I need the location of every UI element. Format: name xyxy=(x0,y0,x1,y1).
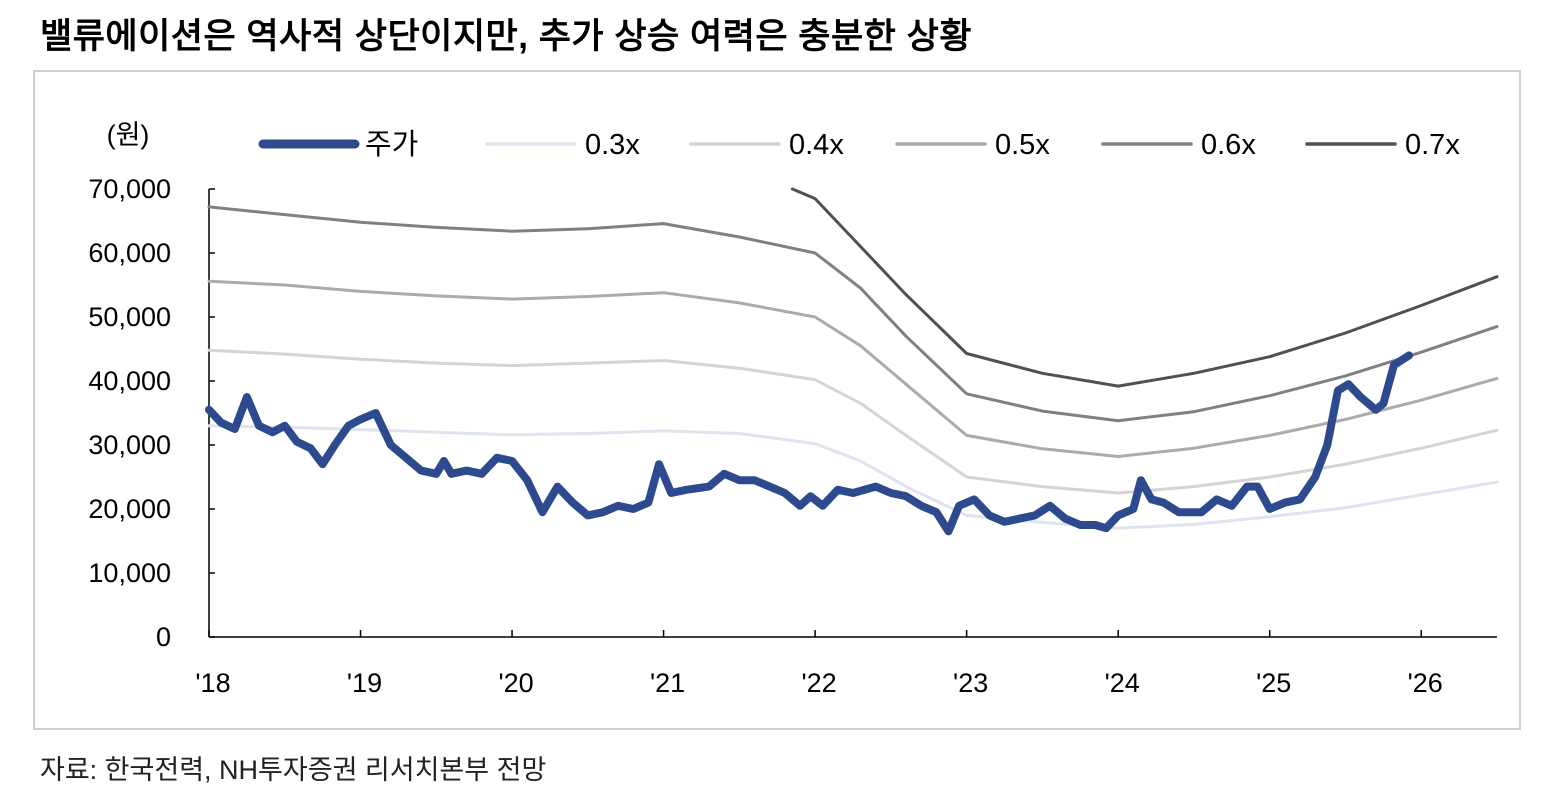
x-tick-label: '22 xyxy=(802,668,837,698)
y-tick-label: 10,000 xyxy=(88,558,171,588)
chart-legend: 주가 0.3x 0.4x 0.5x 0.6x 0.7x xyxy=(258,129,1460,161)
y-tick-label: 0 xyxy=(156,622,171,652)
y-tick-label: 50,000 xyxy=(88,302,171,332)
legend-label: 0.4x xyxy=(789,129,844,161)
y-axis-unit-label: (원) xyxy=(107,120,150,150)
x-tick-label: '21 xyxy=(650,668,685,698)
y-tick-label: 60,000 xyxy=(88,238,171,268)
source-note: 자료: 한국전력, NH투자증권 리서치본부 전망 xyxy=(40,755,547,785)
x-tick-label: '20 xyxy=(498,668,533,698)
chart-frame: 주가 0.3x 0.4x 0.5x 0.6x 0.7x (원) 0 10,000 20,000… xyxy=(33,70,1521,730)
x-axis: '18 '19 '20 '21 '22 '23 '24 '25 '26 xyxy=(195,630,1497,698)
x-tick-label: '24 xyxy=(1105,668,1140,698)
chart-title: 밸류에이션은 역사적 상단이지만, 추가 상승 여력은 충분한 상황 xyxy=(40,17,972,56)
x-tick-label: '25 xyxy=(1256,668,1291,698)
y-tick-label: 70,000 xyxy=(88,174,171,204)
x-tick-label: '23 xyxy=(953,668,988,698)
line-chart: 주가 0.3x 0.4x 0.5x 0.6x 0.7x (원) 0 10,000 20,000… xyxy=(88,120,1499,698)
legend-label: 0.7x xyxy=(1405,129,1460,161)
x-tick-label: '26 xyxy=(1408,668,1443,698)
series-line-0.6x xyxy=(207,205,1499,423)
y-axis: 0 10,000 20,000 30,000 40,000 50,000 60,000 70,… xyxy=(88,174,215,652)
series-line-주가 xyxy=(205,351,1414,536)
x-tick-label: '18 xyxy=(195,668,230,698)
series-line-0.3x xyxy=(207,424,1499,530)
legend-label: 주가 xyxy=(365,129,418,161)
x-tick-label: '19 xyxy=(347,668,382,698)
series-line-0.5x xyxy=(207,279,1499,458)
series-line-0.4x xyxy=(207,348,1499,495)
legend-label: 0.5x xyxy=(995,129,1050,161)
y-tick-label: 30,000 xyxy=(88,430,171,460)
series-line-0.7x xyxy=(790,187,1499,388)
y-tick-label: 20,000 xyxy=(88,494,171,524)
legend-label: 0.3x xyxy=(585,129,640,161)
y-tick-label: 40,000 xyxy=(88,366,171,396)
plot-area xyxy=(205,187,1499,536)
legend-label: 0.6x xyxy=(1201,129,1256,161)
